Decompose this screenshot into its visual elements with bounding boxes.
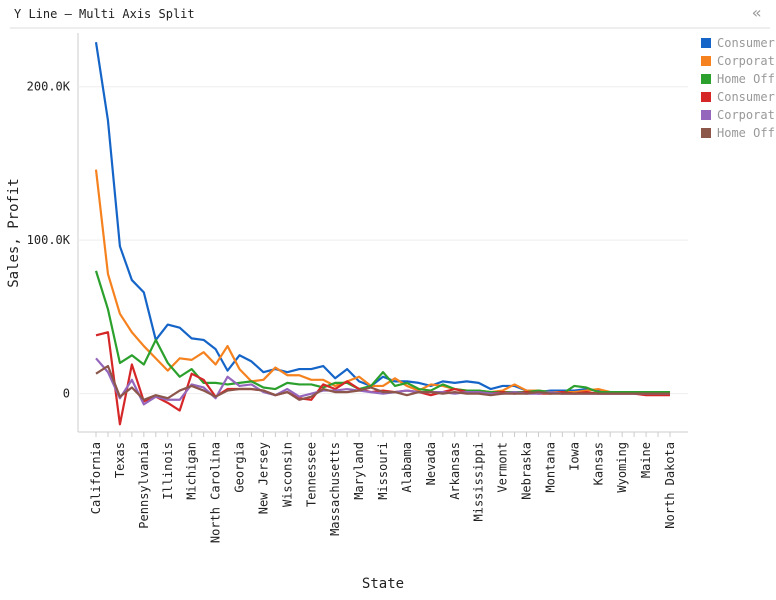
x-tick-label: Arkansas bbox=[448, 442, 462, 500]
legend-label: Consumer bbox=[717, 90, 775, 104]
legend-label: Consumer bbox=[717, 36, 775, 50]
chart-title: Y Line – Multi Axis Split bbox=[14, 7, 195, 21]
y-axis-title: Sales, Profit bbox=[6, 178, 22, 288]
x-tick-label: Maine bbox=[639, 442, 653, 478]
x-tick-label: North Dakota bbox=[663, 442, 677, 529]
series-line bbox=[94, 169, 671, 395]
y-tick-label: 200.0K bbox=[27, 80, 71, 94]
x-tick-label: Georgia bbox=[233, 442, 247, 493]
x-tick-label: Michigan bbox=[185, 442, 199, 500]
y-tick-label: 0 bbox=[63, 387, 70, 401]
x-tick-label: Wyoming bbox=[615, 442, 629, 493]
legend-label: Corporat bbox=[717, 108, 775, 122]
legend-label: Corporat bbox=[717, 54, 775, 68]
legend-label: Home Off bbox=[717, 72, 775, 86]
x-tick-label: Montana bbox=[543, 442, 557, 493]
x-axis-title: State bbox=[362, 576, 404, 592]
legend-swatch bbox=[701, 110, 711, 120]
x-tick-label: Missouri bbox=[376, 442, 390, 500]
series-line bbox=[95, 357, 670, 406]
x-tick-label: Nebraska bbox=[520, 442, 534, 500]
x-tick-label: Mississippi bbox=[472, 442, 486, 521]
y-tick-label: 100.0K bbox=[27, 233, 71, 247]
x-tick-label: California bbox=[89, 442, 103, 514]
legend-swatch bbox=[701, 56, 711, 66]
x-tick-label: Tennessee bbox=[304, 442, 318, 507]
legend-label: Home Off bbox=[717, 126, 775, 140]
legend-swatch bbox=[701, 128, 711, 138]
x-tick-label: Massachusetts bbox=[328, 442, 342, 536]
x-tick-label: Wisconsin bbox=[280, 442, 294, 507]
x-tick-label: Vermont bbox=[496, 442, 510, 493]
series-line bbox=[95, 364, 670, 401]
legend-swatch bbox=[701, 74, 711, 84]
series-line bbox=[94, 42, 670, 394]
series-line bbox=[95, 331, 670, 426]
legend-swatch bbox=[701, 38, 711, 48]
x-tick-label: Kansas bbox=[591, 442, 605, 485]
x-tick-label: Texas bbox=[113, 442, 127, 478]
x-tick-label: New Jersey bbox=[256, 442, 270, 514]
x-tick-label: Maryland bbox=[352, 442, 366, 500]
x-tick-label: Pennsylvania bbox=[137, 442, 151, 529]
x-tick-label: Iowa bbox=[567, 442, 581, 471]
x-tick-label: Illinois bbox=[161, 442, 175, 500]
collapse-button[interactable]: « bbox=[752, 3, 762, 22]
x-tick-label: North Carolina bbox=[209, 442, 223, 543]
x-tick-label: Nevada bbox=[424, 442, 438, 485]
x-tick-label: Alabama bbox=[400, 442, 414, 493]
legend-swatch bbox=[701, 92, 711, 102]
series-line bbox=[94, 270, 670, 395]
